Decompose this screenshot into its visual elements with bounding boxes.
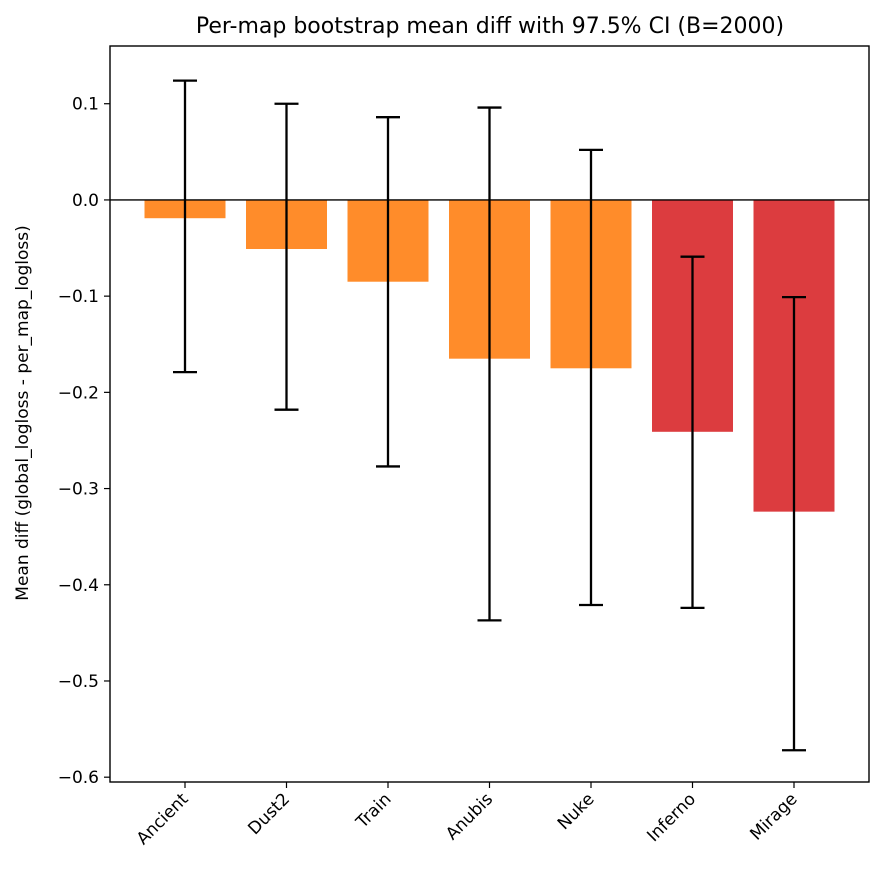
- y-tick-label: 0.1: [72, 95, 99, 115]
- y-tick-label: −0.4: [58, 576, 99, 596]
- y-tick-label: 0.0: [72, 191, 99, 211]
- x-tick-label-train: Train: [352, 789, 396, 833]
- y-tick-label: −0.2: [58, 383, 99, 403]
- errorbar-anubis: [477, 106, 502, 622]
- y-tick-label: −0.6: [58, 768, 99, 788]
- y-tick-label: −0.1: [58, 287, 99, 307]
- errorbar-ancient: [173, 79, 197, 374]
- errorbar-inferno: [680, 255, 705, 610]
- y-tick-label: −0.3: [58, 480, 99, 500]
- chart-title: Per-map bootstrap mean diff with 97.5% C…: [196, 14, 784, 39]
- errorbar-nuke: [579, 148, 603, 607]
- x-tick-label-nuke: Nuke: [554, 789, 599, 834]
- x-tick-label-mirage: Mirage: [746, 789, 801, 844]
- y-tick-label: −0.5: [58, 672, 99, 692]
- x-tick-label-anubis: Anubis: [442, 789, 497, 844]
- x-tick-label-inferno: Inferno: [643, 789, 700, 846]
- y-axis-label: Mean diff (global_logloss - per_map_logl…: [13, 225, 33, 600]
- x-tick-label-dust2: Dust2: [244, 789, 294, 839]
- errorbar-train: [376, 116, 400, 468]
- errorbar-mirage: [782, 295, 806, 752]
- errorbar-dust2: [274, 102, 299, 411]
- axes-layer: 0.1 0.0 −0.1 −0.2 −0.3 −0.4 −0.5 −0.6 Ancient Dus…: [58, 45, 870, 849]
- x-tick-label-ancient: Ancient: [133, 789, 193, 849]
- errorbars-layer: [173, 79, 806, 752]
